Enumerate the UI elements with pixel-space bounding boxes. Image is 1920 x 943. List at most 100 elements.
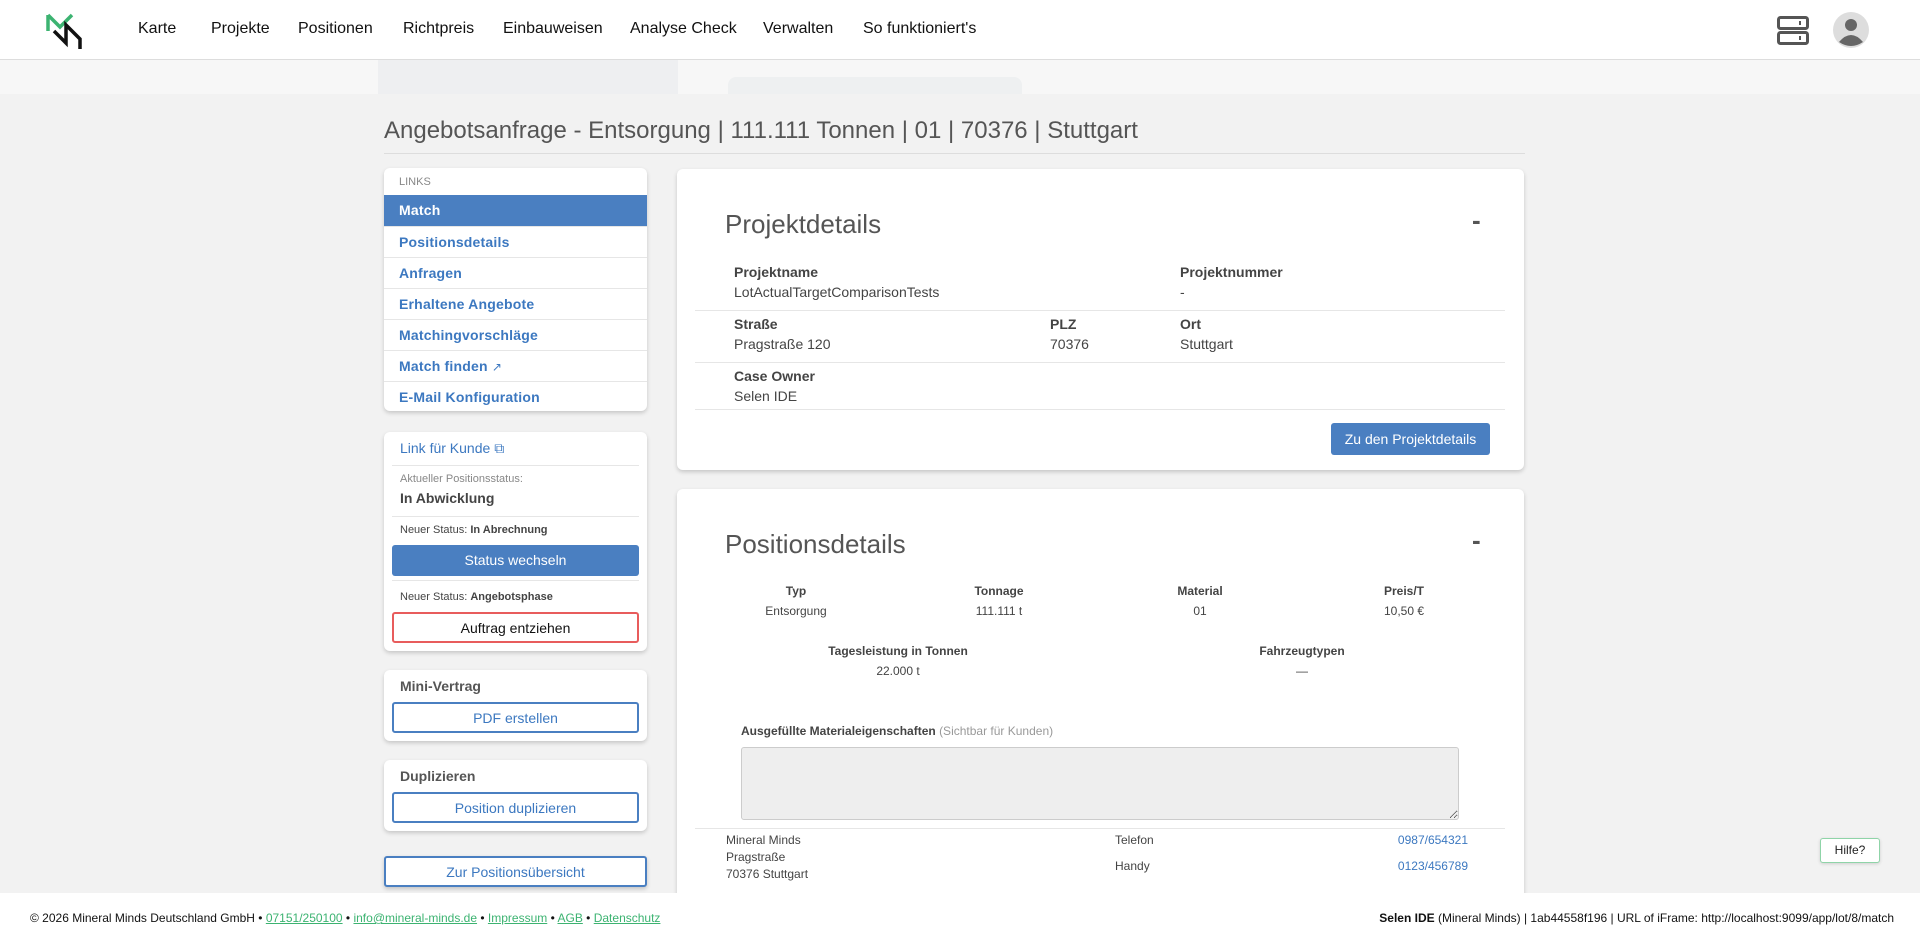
duplicate-title: Duplizieren	[400, 768, 476, 784]
placeholder-block	[378, 60, 678, 94]
footer-user: Selen IDE	[1379, 911, 1435, 925]
help-button[interactable]: Hilfe?	[1820, 838, 1880, 863]
material-properties-textarea[interactable]	[741, 747, 1459, 820]
sidebar-item-positionsdetails[interactable]: Positionsdetails	[384, 226, 647, 257]
price-label: Preis/T	[1383, 584, 1425, 598]
footer-email-link[interactable]: info@mineral-minds.de	[353, 911, 478, 925]
top-navbar: Karte Projekte Positionen Richtpreis Ein…	[0, 0, 1920, 60]
divider	[695, 310, 1505, 311]
mini-contract-card: Mini-Vertrag PDF erstellen	[384, 670, 647, 741]
loading-placeholder-band	[0, 60, 1920, 94]
divider	[392, 580, 639, 581]
new-status-label: Neuer Status:	[400, 591, 468, 603]
footer-phone-link[interactable]: 07151/250100	[265, 911, 343, 925]
current-status: In Abwicklung	[400, 490, 495, 506]
project-details-title: Projektdetails	[725, 209, 882, 239]
customer-link[interactable]: Link für Kunde ⧉	[400, 440, 504, 457]
type: Entsorgung	[765, 604, 827, 618]
street-label: Straße	[734, 316, 778, 332]
mobile-link[interactable]: 0123/456789	[1397, 859, 1468, 873]
project-details-card: Projektdetails - Projektname LotActualTa…	[677, 169, 1524, 470]
company-street: Pragstraße	[726, 850, 786, 864]
new-status-value: In Abrechnung	[470, 524, 548, 536]
nav-karte[interactable]: Karte	[138, 20, 177, 37]
divider	[695, 362, 1505, 363]
logo[interactable]	[46, 13, 84, 49]
nav-so-funktionierts[interactable]: So funktioniert's	[863, 20, 977, 37]
street: Pragstraße 120	[734, 336, 831, 352]
daily-output-label: Tagesleistung in Tonnen	[828, 644, 968, 658]
sidebar-item-matchingvorschlaege[interactable]: Matchingvorschläge	[384, 319, 647, 350]
avatar-icon[interactable]	[1833, 12, 1869, 48]
sidebar-item-email-konfiguration[interactable]: E-Mail Konfiguration	[384, 381, 647, 411]
nav-projekte[interactable]: Projekte	[211, 20, 270, 37]
duplicate-card: Duplizieren Position duplizieren	[384, 760, 647, 831]
project-number: -	[1180, 284, 1185, 300]
daily-output: 22.000 t	[876, 664, 920, 678]
footer-impressum-link[interactable]: Impressum	[487, 911, 548, 925]
external-link-icon: ↗	[491, 360, 503, 374]
sidebar-item-match-finden[interactable]: Match finden ↗	[384, 350, 647, 381]
company-name: Mineral Minds	[726, 833, 801, 847]
position-details-card: Positionsdetails - Typ Entsorgung Tonnag…	[677, 489, 1524, 893]
links-card: LINKS Match Positionsdetails Anfragen Er…	[384, 168, 647, 411]
position-overview-button[interactable]: Zur Positionsübersicht	[384, 856, 647, 887]
pdf-create-button[interactable]: PDF erstellen	[392, 702, 639, 733]
sidebar-item-erhaltene-angebote[interactable]: Erhaltene Angebote	[384, 288, 647, 319]
zip-label: PLZ	[1050, 316, 1077, 332]
mobile-label: Handy	[1115, 859, 1150, 873]
footer-right: Selen IDE (Mineral Minds) | 1ab44558f196…	[1379, 911, 1894, 925]
nav-einbauweisen[interactable]: Einbauweisen	[503, 20, 603, 37]
collapse-button[interactable]: -	[1472, 525, 1481, 555]
match-finden-label: Match finden	[399, 358, 488, 374]
divider	[695, 409, 1505, 410]
vehicle-types-label: Fahrzeugtypen	[1259, 644, 1345, 658]
nav-analyse-check[interactable]: Analyse Check	[630, 20, 737, 37]
footer-agb-link[interactable]: AGB	[557, 911, 583, 925]
collapse-button[interactable]: -	[1472, 205, 1481, 235]
new-status-1: Neuer Status: In Abrechnung	[400, 524, 548, 536]
city-label: Ort	[1180, 316, 1201, 332]
nav-richtpreis[interactable]: Richtpreis	[403, 20, 475, 37]
divider	[392, 516, 639, 517]
change-status-button[interactable]: Status wechseln	[392, 545, 639, 576]
sep: •	[586, 911, 591, 925]
footer-datenschutz-link[interactable]: Datenschutz	[593, 911, 661, 925]
divider	[392, 465, 639, 466]
nav-positionen[interactable]: Positionen	[298, 20, 373, 37]
sep: •	[480, 911, 485, 925]
position-details-title: Positionsdetails	[725, 529, 906, 559]
placeholder-block	[728, 77, 1022, 94]
tonnage: 111.111 t	[975, 604, 1023, 618]
case-owner: Selen IDE	[734, 388, 798, 404]
phone-label: Telefon	[1115, 833, 1154, 847]
footer: © 2026 Mineral Minds Deutschland GmbH • …	[0, 893, 1920, 943]
type-label: Typ	[785, 584, 807, 598]
project-name-label: Projektname	[734, 264, 819, 280]
duplicate-position-button[interactable]: Position duplizieren	[392, 792, 639, 823]
withdraw-order-button[interactable]: Auftrag entziehen	[392, 612, 639, 643]
new-status-2: Neuer Status: Angebotsphase	[400, 591, 553, 603]
new-status-value: Angebotsphase	[470, 591, 553, 603]
main-content[interactable]: Angebotsanfrage - Entsorgung | 111.111 T…	[0, 60, 1920, 893]
to-project-details-button[interactable]: Zu den Projektdetails	[1331, 423, 1490, 455]
project-name: LotActualTargetComparisonTests	[734, 284, 940, 300]
sidebar-item-anfragen[interactable]: Anfragen	[384, 257, 647, 288]
current-status-label: Aktueller Positionsstatus:	[400, 473, 523, 485]
copyright: © 2026 Mineral Minds Deutschland GmbH •	[30, 911, 263, 925]
server-icon[interactable]	[1777, 16, 1809, 45]
copy-icon[interactable]: ⧉	[494, 440, 505, 456]
status-card: Link für Kunde ⧉ Aktueller Positionsstat…	[384, 432, 647, 651]
sep: •	[345, 911, 351, 925]
city: Stuttgart	[1180, 336, 1233, 352]
company-city: 70376 Stuttgart	[726, 867, 809, 881]
sep: •	[550, 911, 555, 925]
props-label: Ausgefüllte Materialeigenschaften	[741, 724, 936, 738]
page-title: Angebotsanfrage - Entsorgung | 111.111 T…	[384, 117, 1138, 144]
nav-verwalten[interactable]: Verwalten	[763, 20, 834, 37]
material: 01	[1193, 604, 1207, 618]
sidebar-item-match[interactable]: Match	[384, 195, 647, 226]
zip: 70376	[1050, 336, 1089, 352]
project-number-label: Projektnummer	[1180, 264, 1283, 280]
phone-link[interactable]: 0987/654321	[1397, 833, 1468, 847]
